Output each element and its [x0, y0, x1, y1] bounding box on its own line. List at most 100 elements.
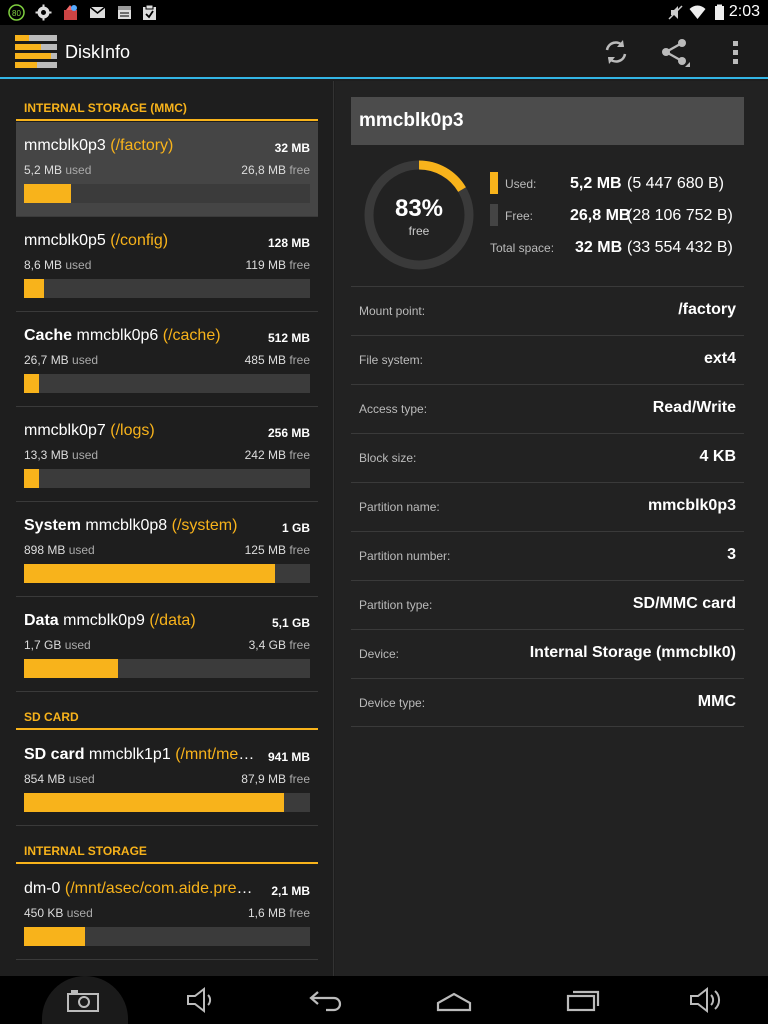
partition-free-suffix: free [289, 353, 310, 367]
detail-header: mmcblk0p3 [351, 97, 744, 145]
partition-device: mmcblk0p9 [63, 612, 145, 629]
refresh-icon[interactable] [601, 37, 631, 67]
partition-name: mmcblk0p5 (/config) [24, 232, 256, 250]
back-icon[interactable] [308, 986, 344, 1014]
partition-used-suffix: used [66, 906, 93, 920]
partition-label: SD card [24, 746, 85, 763]
partition-free: 3,4 GB free [249, 638, 310, 652]
partition-free: 119 MB free [246, 258, 311, 272]
partition-used-suffix: used [64, 638, 91, 652]
usage-bar-fill [24, 469, 39, 488]
screenshot-icon[interactable] [65, 986, 101, 1014]
partition-free-value: 87,9 MB [241, 772, 286, 786]
free-percent: 83% [394, 195, 444, 222]
partition-used-value: 854 MB [24, 772, 66, 786]
partition-used: 854 MB used [24, 772, 95, 786]
gmail-icon [89, 6, 106, 18]
property-row: File system: ext4 [351, 335, 744, 384]
property-label: Access type: [359, 402, 428, 416]
section-header: INTERNAL STORAGE (MMC) [16, 97, 318, 121]
partition-used-suffix: used [65, 163, 92, 177]
clipboard-icon [143, 4, 156, 20]
property-label: Device type: [359, 696, 426, 710]
property-value: Internal Storage (mmcblk0) [529, 644, 736, 661]
navigation-bar [0, 976, 768, 1024]
partition-used: 26,7 MB used [24, 353, 98, 367]
partition-free-value: 485 MB [244, 353, 286, 367]
partition-item[interactable]: mmcblk0p5 (/config) 128 MB 8,6 MB used 119 … [16, 217, 318, 312]
partition-item[interactable]: mmcblk0p7 (/logs) 256 MB 13,3 MB used 242 M… [16, 407, 318, 502]
used-value: 5,2 MB [570, 175, 622, 192]
used-label: Used: [505, 177, 537, 191]
partition-used: 450 KB used [24, 906, 93, 920]
partition-used-suffix: used [72, 448, 99, 462]
partition-name: Data mmcblk0p9 (/data) [24, 612, 256, 630]
partition-list[interactable]: INTERNAL STORAGE (MMC) mmcblk0p3 (/factor… [0, 81, 334, 976]
partition-used: 5,2 MB used [24, 163, 91, 177]
usage-bar [24, 793, 310, 812]
share-icon[interactable] [660, 37, 690, 67]
partition-item[interactable]: Cache mmcblk0p6 (/cache) 512 MB 26,7 MB us… [16, 312, 318, 407]
property-row: Block size: 4 KB [351, 433, 744, 482]
partition-free: 485 MB free [245, 353, 310, 367]
property-value: mmcblk0p3 [647, 497, 736, 514]
partition-free-suffix: free [289, 448, 310, 462]
status-bar: 80 2:03 [0, 0, 768, 25]
property-row: Device type: MMC [351, 678, 744, 727]
mute-icon [668, 5, 683, 20]
partition-used: 1,7 GB used [24, 638, 91, 652]
partition-total: 128 MB [267, 236, 310, 250]
badge-80-text: 80 [12, 9, 21, 18]
legend-total: Total space: 32 MB (33 554 432 B) [490, 236, 750, 260]
property-value: 4 KB [699, 448, 736, 465]
partition-used-value: 898 MB [24, 543, 66, 557]
free-swatch [490, 204, 498, 226]
volume-down-icon[interactable] [183, 986, 219, 1014]
partition-free-value: 242 MB [244, 448, 286, 462]
partition-details: mmcblk0p3 83% free Used: 5,2 MB (5 447 6… [335, 81, 768, 976]
partition-free-suffix: free [289, 638, 310, 652]
property-label: Block size: [359, 451, 417, 465]
partition-name: mmcblk0p7 (/logs) [24, 422, 256, 440]
overflow-menu-icon[interactable] [721, 37, 751, 67]
property-row: Access type: Read/Write [351, 384, 744, 433]
property-label: File system: [359, 353, 424, 367]
partition-name: System mmcblk0p8 (/system) [24, 517, 256, 535]
partition-total: 32 MB [274, 141, 310, 155]
usage-bar-fill [24, 927, 86, 946]
volume-up-icon[interactable] [688, 986, 724, 1014]
property-label: Partition type: [359, 598, 433, 612]
partition-item[interactable]: System mmcblk0p8 (/system) 1 GB 898 MB use… [16, 502, 318, 597]
partition-free: 125 MB free [245, 543, 310, 557]
partition-total: 512 MB [267, 331, 310, 345]
free-value: 26,8 MB [570, 207, 631, 224]
property-value: /factory [678, 301, 736, 318]
partition-item[interactable]: mmcblk0p3 (/factory) 32 MB 5,2 MB used 26,8… [16, 122, 318, 217]
recents-icon[interactable] [565, 986, 601, 1014]
total-value: 32 MB [575, 239, 623, 256]
total-label: Total space: [490, 241, 555, 255]
property-value: ext4 [703, 350, 736, 367]
detail-title: mmcblk0p3 [359, 110, 464, 131]
partition-item[interactable]: SD card mmcblk1p1 (/mnt/media... 941 MB 85… [16, 731, 318, 826]
donut-used-arc [418, 160, 466, 193]
property-row: Partition number: 3 [351, 531, 744, 580]
usage-bar [24, 184, 310, 203]
partition-device: mmcblk0p3 [24, 137, 106, 154]
partition-device: dm-0 [24, 880, 61, 897]
partition-free-suffix: free [289, 772, 310, 786]
total-bytes: (33 554 432 B) [627, 239, 733, 256]
battery-icon [715, 4, 724, 20]
partition-used-value: 5,2 MB [24, 163, 63, 177]
usage-bar-fill [24, 279, 45, 298]
partition-item[interactable]: Data mmcblk0p9 (/data) 5,1 GB 1,7 GB used 3… [16, 597, 318, 692]
diskinfo-logo-icon[interactable] [15, 35, 57, 68]
property-label: Partition number: [359, 549, 451, 563]
partition-item[interactable]: dm-0 (/mnt/asec/com.aide.premi... 2,1 MB 4… [16, 865, 318, 960]
home-icon[interactable] [436, 986, 472, 1014]
partition-mount-point: (/system) [171, 517, 238, 534]
partition-free-value: 1,6 MB [247, 906, 286, 920]
partition-used-suffix: used [72, 353, 99, 367]
property-row: Mount point: /factory [351, 286, 744, 335]
partition-free-suffix: free [289, 906, 310, 920]
